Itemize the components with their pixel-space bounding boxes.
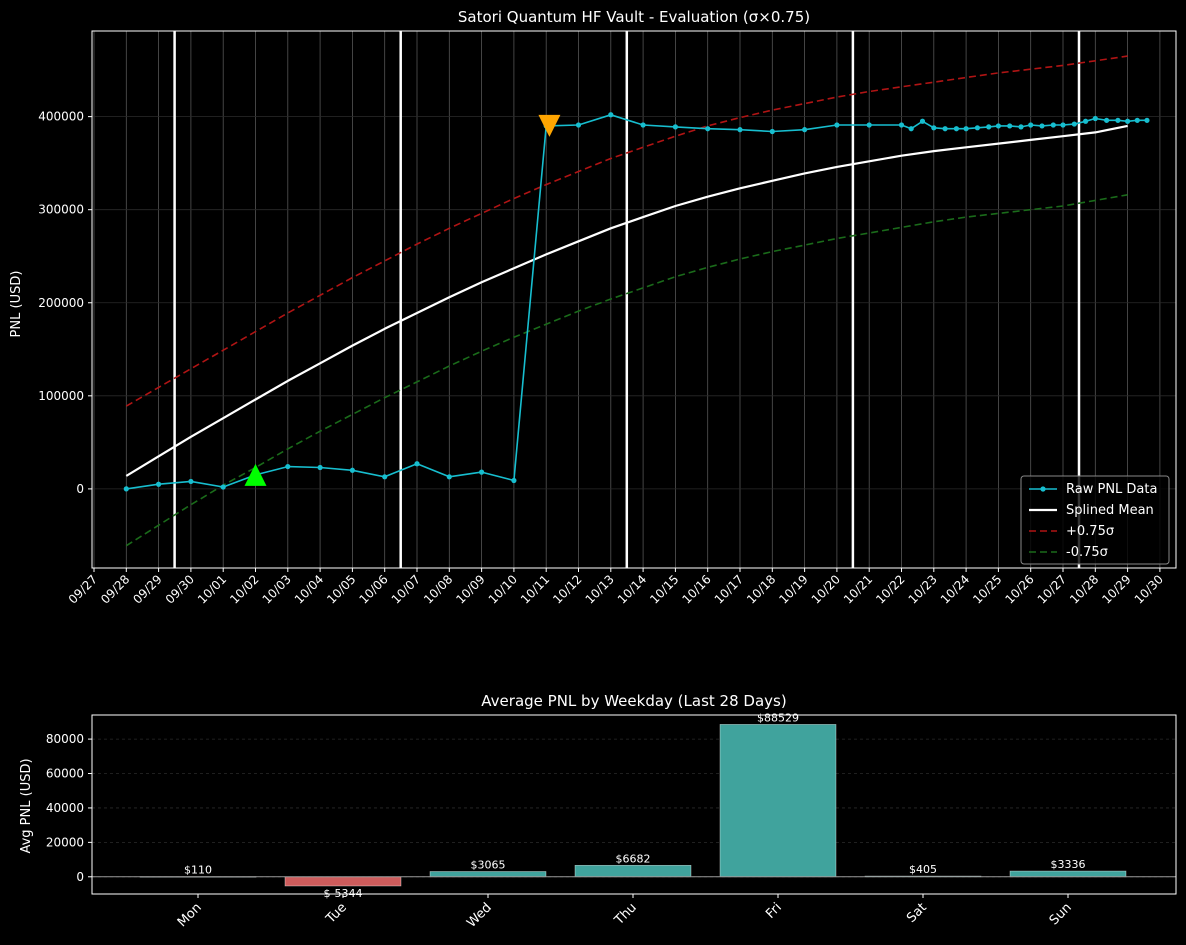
raw-pnl-point bbox=[640, 122, 646, 128]
weekday-bar-fri bbox=[719, 724, 837, 878]
raw-pnl-point bbox=[156, 481, 162, 487]
raw-pnl-point bbox=[986, 124, 992, 130]
series-line-0-75 bbox=[125, 194, 1128, 547]
pnl-chart-title: Satori Quantum HF Vault - Evaluation (σ×… bbox=[458, 8, 810, 26]
raw-pnl-point bbox=[1018, 124, 1024, 130]
y-tick-label: 20000 bbox=[46, 835, 84, 849]
raw-pnl-point bbox=[608, 112, 614, 118]
raw-pnl-point bbox=[1028, 122, 1034, 128]
raw-pnl-point bbox=[285, 463, 291, 470]
y-tick-label: 400000 bbox=[38, 110, 84, 124]
pnl-markers bbox=[244, 114, 561, 486]
raw-pnl-point bbox=[1144, 117, 1150, 123]
y-tick-label: 80000 bbox=[46, 732, 84, 746]
raw-pnl-point bbox=[1083, 118, 1089, 124]
raw-pnl-point bbox=[834, 122, 840, 128]
raw-pnl-point bbox=[898, 122, 905, 128]
raw-pnl-point bbox=[963, 126, 969, 132]
weekday-plot-frame bbox=[91, 714, 1177, 895]
raw-pnl-point bbox=[479, 469, 485, 475]
bar-value-label: $405 bbox=[909, 863, 937, 876]
pnl-y-axis-label: PNL (USD) bbox=[9, 271, 24, 338]
weekday-y-ticks: 0 20000 40000 60000 80000 bbox=[46, 732, 92, 884]
raw-pnl-point bbox=[908, 126, 914, 132]
y-tick-label: 60000 bbox=[46, 767, 84, 781]
raw-pnl-point bbox=[446, 474, 452, 480]
raw-pnl-point bbox=[414, 461, 420, 467]
pnl-series-layer bbox=[123, 55, 1150, 547]
y-tick-label: 40000 bbox=[46, 801, 84, 815]
weekday-bar-tue bbox=[284, 876, 402, 887]
bar-value-label: $3065 bbox=[471, 859, 506, 872]
raw-pnl-point bbox=[220, 484, 226, 490]
raw-pnl-point bbox=[575, 122, 582, 128]
raw-pnl-point bbox=[1050, 122, 1056, 128]
raw-pnl-point bbox=[802, 127, 808, 133]
raw-pnl-point bbox=[672, 124, 679, 130]
raw-pnl-point bbox=[931, 125, 937, 131]
legend-label: Splined Mean bbox=[1066, 503, 1154, 518]
weekday-bar-sun bbox=[1009, 870, 1127, 878]
raw-pnl-point bbox=[1007, 123, 1013, 129]
raw-pnl-point bbox=[188, 478, 194, 485]
raw-pnl-point bbox=[974, 125, 981, 131]
legend-label: Raw PNL Data bbox=[1066, 482, 1157, 497]
weekday-bars: $110 $-5344 $3065 $6682 $88529 $405 $3336 bbox=[92, 711, 1176, 900]
raw-pnl-point bbox=[705, 126, 711, 132]
y-tick-label: 300000 bbox=[38, 203, 84, 217]
bar-value-label: $6682 bbox=[616, 852, 651, 865]
y-tick-label: 0 bbox=[76, 482, 84, 496]
raw-pnl-point bbox=[953, 126, 960, 132]
exit-marker bbox=[538, 114, 561, 137]
y-tick-label: 100000 bbox=[38, 389, 84, 403]
bar-value-label: $3336 bbox=[1051, 858, 1086, 871]
weekday-y-axis-label: Avg PNL (USD) bbox=[19, 758, 34, 853]
raw-pnl-point bbox=[349, 467, 355, 473]
raw-pnl-point bbox=[1134, 117, 1140, 123]
raw-pnl-point bbox=[1104, 117, 1110, 123]
raw-pnl-point bbox=[919, 118, 926, 124]
pnl-legend: Raw PNL Data Splined Mean +0.75σ -0.75σ bbox=[1020, 475, 1170, 565]
y-tick-label: 200000 bbox=[38, 296, 84, 310]
bar-value-label: $-5344 bbox=[324, 887, 363, 900]
raw-pnl-point bbox=[123, 486, 129, 492]
entry-marker bbox=[244, 463, 267, 486]
raw-pnl-point bbox=[317, 464, 323, 471]
weekday-chart-title: Average PNL by Weekday (Last 28 Days) bbox=[481, 692, 786, 710]
raw-pnl-point bbox=[1115, 117, 1121, 123]
series-line-splined-mean bbox=[125, 124, 1128, 477]
legend-label: +0.75σ bbox=[1066, 524, 1114, 539]
bar-value-label: $110 bbox=[184, 864, 212, 877]
raw-pnl-point bbox=[737, 127, 743, 133]
legend-box bbox=[1020, 475, 1170, 565]
raw-pnl-point bbox=[769, 128, 775, 135]
bar-value-label: $88529 bbox=[757, 711, 799, 724]
raw-pnl-point bbox=[1092, 115, 1098, 122]
raw-pnl-point bbox=[866, 122, 872, 128]
weekday-bar-wed bbox=[429, 871, 547, 878]
raw-pnl-point bbox=[942, 126, 948, 132]
raw-pnl-point bbox=[1071, 121, 1077, 127]
weekday-bar-thu bbox=[574, 864, 692, 878]
y-tick-label: 0 bbox=[76, 870, 84, 884]
raw-pnl-point bbox=[1125, 118, 1131, 124]
raw-pnl-point bbox=[382, 474, 388, 480]
raw-pnl-point bbox=[1060, 122, 1066, 128]
raw-pnl-point bbox=[1039, 123, 1045, 129]
weekday-average-chart: Average PNL by Weekday (Last 28 Days) Av… bbox=[19, 692, 1177, 931]
legend-label: -0.75σ bbox=[1066, 545, 1108, 560]
raw-pnl-point bbox=[511, 477, 517, 484]
pnl-plot-frame bbox=[91, 30, 1177, 569]
series-line-0-75 bbox=[125, 55, 1128, 407]
pnl-y-ticks: 0 100000 200000 300000 400000 bbox=[38, 110, 92, 496]
legend-swatch-dot bbox=[1040, 486, 1046, 492]
raw-pnl-point bbox=[995, 123, 1002, 129]
